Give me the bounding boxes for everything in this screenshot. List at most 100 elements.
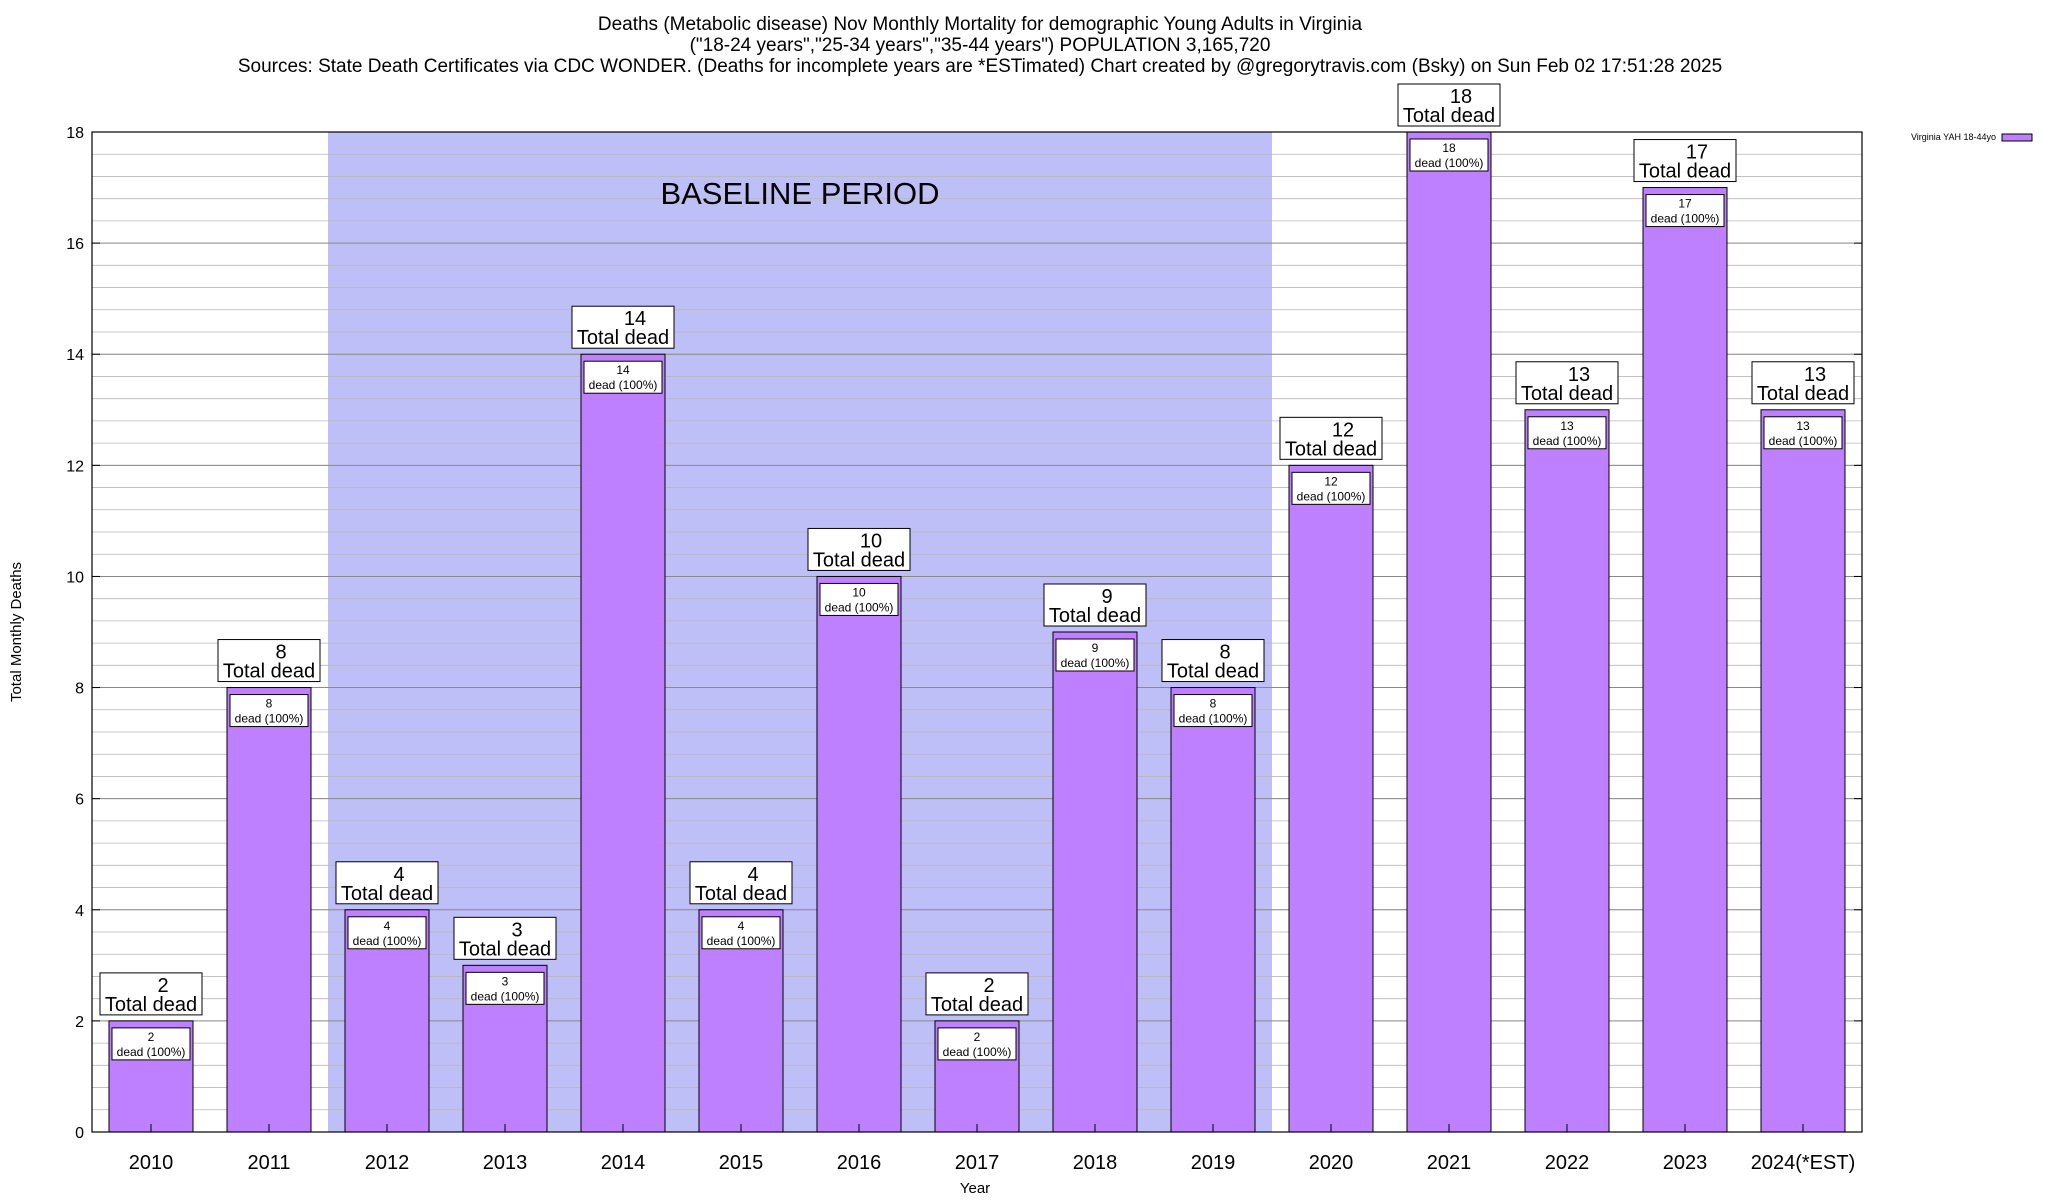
bar-inner-label-box [819, 582, 899, 616]
x-tick-label: 2012 [365, 1152, 410, 1174]
bar-inner-value: 18 [1442, 141, 1456, 155]
bar-inner-value: 14 [616, 363, 630, 377]
x-tick-label: 2021 [1427, 1152, 1472, 1174]
bar-total-label-box [453, 916, 557, 960]
bar [226, 687, 312, 1133]
chart-subtitle: ("18-24 years","25-34 years","35-44 year… [689, 35, 1271, 56]
bar-inner-label-box [111, 1027, 191, 1061]
y-tick-label: 8 [75, 681, 84, 698]
bar-total-value: 4 [747, 864, 758, 886]
bar-inner-label-box [937, 1027, 1017, 1061]
bar-inner-value: 8 [1210, 697, 1217, 711]
bar [1760, 409, 1846, 1133]
bar-inner-value: 17 [1678, 197, 1692, 211]
bar-total-label: Total dead [695, 883, 787, 905]
bar-inner-label-box [1291, 471, 1371, 505]
y-tick-label: 10 [66, 569, 84, 586]
bar-total-value: 8 [1219, 642, 1230, 664]
bar-total-value: 14 [624, 308, 646, 330]
bar-total-label-box [689, 861, 793, 905]
bar-total-value: 3 [511, 919, 522, 941]
bar-inner-label: dead (100%) [117, 1045, 186, 1059]
bar-inner-value: 13 [1796, 419, 1810, 433]
bar-inner-label-box [465, 971, 545, 1005]
bar-inner-label: dead (100%) [1769, 434, 1838, 448]
bar [1642, 187, 1728, 1133]
bar-total-label-box [571, 305, 675, 349]
bar-inner-label: dead (100%) [825, 600, 894, 614]
bar-total-label: Total dead [223, 661, 315, 683]
bar [816, 575, 902, 1133]
bar-total-label: Total dead [1049, 605, 1141, 627]
bar-inner-value: 13 [1560, 419, 1574, 433]
bar-total-value: 4 [393, 864, 404, 886]
x-tick-label: 2010 [129, 1152, 174, 1174]
bar-inner-value: 4 [738, 919, 745, 933]
bar-inner-label: dead (100%) [1297, 489, 1366, 503]
bar-inner-value: 2 [148, 1030, 155, 1044]
bar-inner-value: 4 [384, 919, 391, 933]
bar [1170, 687, 1256, 1133]
bar-total-label-box [335, 861, 439, 905]
bar-total-value: 2 [157, 975, 168, 997]
bar-inner-label-box [1409, 138, 1489, 172]
bar-total-label-box [99, 972, 203, 1016]
y-axis-label: Total Monthly Deaths [8, 562, 25, 702]
bar-inner-label-box [583, 360, 663, 394]
bar [580, 353, 666, 1133]
bar-inner-label: dead (100%) [1061, 656, 1130, 670]
x-tick-label: 2014 [601, 1152, 646, 1174]
bar-total-label-box [1161, 639, 1265, 683]
x-tick-label: 2016 [837, 1152, 882, 1174]
bar-total-label: Total dead [459, 938, 551, 960]
bar-total-label: Total dead [931, 994, 1023, 1016]
bar [1406, 131, 1492, 1133]
bar-inner-label: dead (100%) [1179, 712, 1248, 726]
bar-total-label-box [1751, 361, 1855, 405]
bar-inner-label: dead (100%) [707, 934, 776, 948]
bar-total-value: 12 [1332, 419, 1354, 441]
bar-total-label-box [1043, 583, 1147, 627]
bar-total-value: 17 [1686, 142, 1708, 164]
bar-total-label: Total dead [813, 549, 905, 571]
y-tick-label: 12 [66, 458, 84, 475]
bar-total-label-box [1515, 361, 1619, 405]
bar-total-value: 2 [983, 975, 994, 997]
bar-inner-label-box [1527, 416, 1607, 450]
x-tick-label: 2015 [719, 1152, 764, 1174]
bar-inner-label: dead (100%) [353, 934, 422, 948]
bar-total-label-box [1279, 416, 1383, 460]
bar-total-value: 9 [1101, 586, 1112, 608]
x-tick-label: 2023 [1663, 1152, 1708, 1174]
bar-total-value: 8 [275, 642, 286, 664]
bar-inner-label: dead (100%) [589, 378, 658, 392]
bar-total-label-box [1397, 83, 1501, 127]
bar-total-label-box [925, 972, 1029, 1016]
bar-inner-label-box [1055, 638, 1135, 672]
x-tick-label: 2020 [1309, 1152, 1354, 1174]
bar-inner-label: dead (100%) [1415, 156, 1484, 170]
bar-inner-label-box [1645, 194, 1725, 228]
legend-label: Virginia YAH 18-44yo [1911, 132, 1996, 142]
bar-total-label-box [1633, 139, 1737, 183]
bar-inner-label-box [1173, 694, 1253, 728]
bar-total-value: 13 [1568, 364, 1590, 386]
bar-total-label: Total dead [1757, 383, 1849, 405]
x-tick-label: 2022 [1545, 1152, 1590, 1174]
bar-total-label: Total dead [1639, 161, 1731, 183]
bar-total-label: Total dead [1403, 105, 1495, 127]
bar-total-label: Total dead [1285, 438, 1377, 460]
bar-total-value: 18 [1450, 86, 1472, 108]
x-tick-label: 2011 [247, 1152, 290, 1174]
bar-inner-label-box [229, 694, 309, 728]
bar [1052, 631, 1138, 1133]
bar-total-label: Total dead [105, 994, 197, 1016]
x-tick-label: 2024(*EST) [1751, 1152, 1856, 1174]
bar-total-label: Total dead [341, 883, 433, 905]
y-tick-label: 14 [66, 347, 84, 364]
y-tick-label: 0 [75, 1125, 84, 1142]
bar-total-label: Total dead [577, 327, 669, 349]
plot-border [91, 131, 1863, 1133]
y-tick-label: 4 [75, 903, 84, 920]
